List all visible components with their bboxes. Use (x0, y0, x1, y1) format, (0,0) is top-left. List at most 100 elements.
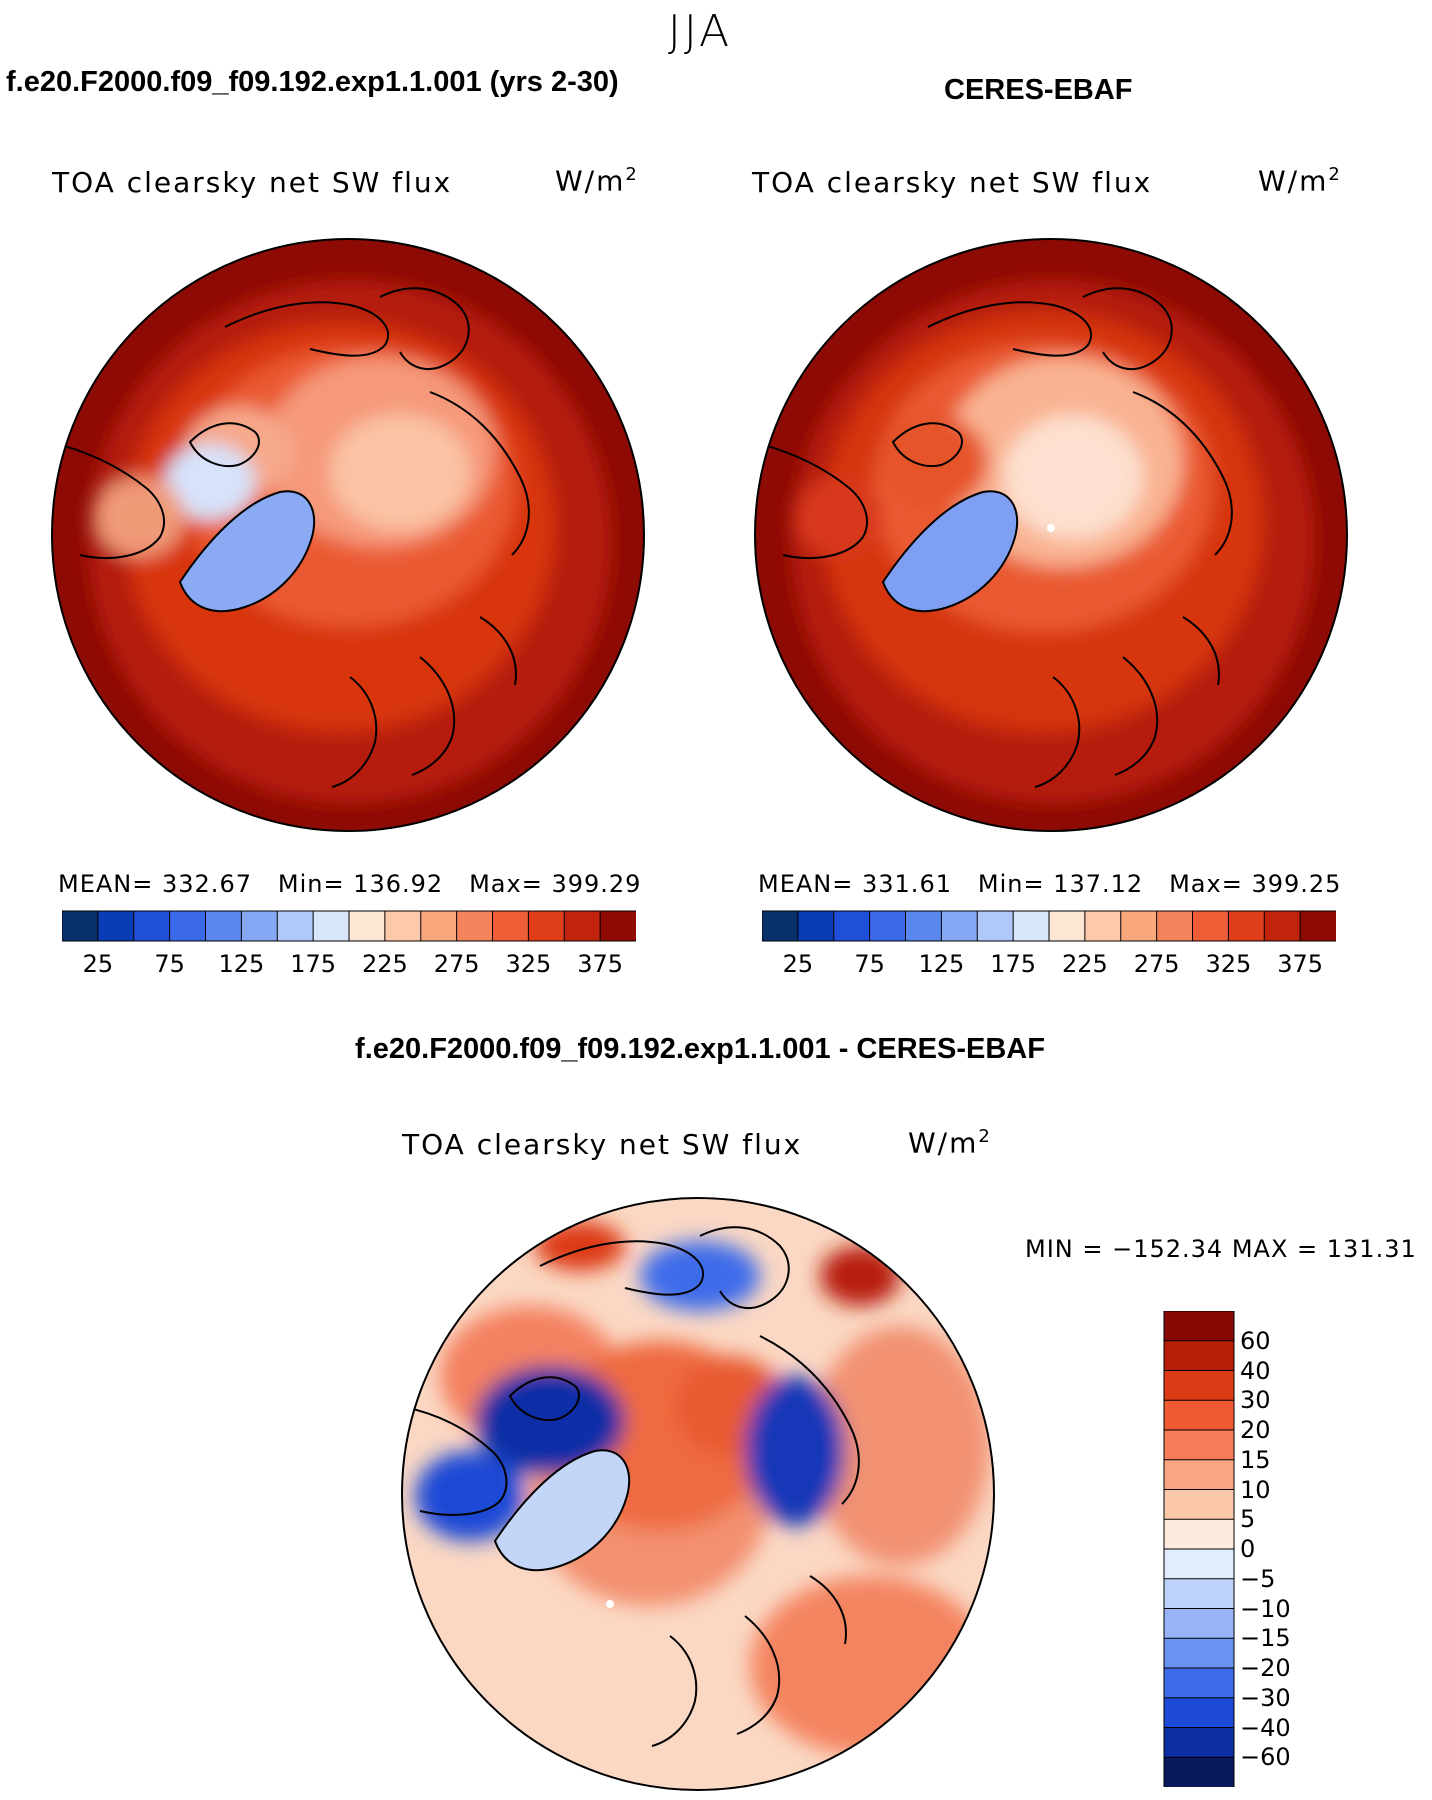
panel1-colorbar-swatch (205, 910, 243, 942)
diff-minmax: MIN = −152.34 MAX = 131.31 (1025, 1235, 1417, 1263)
panel1-colorbar-swatch (563, 910, 602, 942)
panel1-colorbar-swatch (312, 910, 351, 942)
panel2-colorbar-tick-label: 25 (782, 950, 814, 978)
diff-colorbar-swatch (1163, 1340, 1235, 1372)
diff-colorbar-swatch (1163, 1578, 1235, 1610)
panel2-max: 399.25 (1251, 870, 1342, 898)
diff-colorbar-swatch (1163, 1459, 1235, 1491)
diff-eurasia-positive (750, 1576, 990, 1756)
panel1-colorbar-swatch (348, 910, 386, 942)
panel2-min: 137.12 (1053, 870, 1144, 898)
panel1-polar-map (51, 238, 645, 832)
diff-coastlines (402, 1226, 860, 1747)
panel1-colorbar-tick-label: 275 (433, 950, 480, 978)
panel2-pole-hole (1047, 524, 1055, 532)
diff-colorbar (1163, 1311, 1235, 1787)
diff-colorbar-tick-label: 5 (1240, 1505, 1256, 1534)
panel1-colorbar-ticks: 25 75 125 175 225 275 325 375 (62, 950, 636, 980)
diff-colorbar-swatch (1163, 1518, 1235, 1550)
diff-pole-hole (606, 1600, 614, 1608)
panel1-stats: MEAN= 332.67 Min= 136.92 Max= 399.29 (58, 870, 642, 898)
panel1-colorbar-swatch (240, 910, 279, 942)
diff-colorbar-swatch (1163, 1370, 1235, 1402)
panel2-colorbar-swatch (797, 910, 835, 942)
diff-colorbar-swatch (1163, 1429, 1235, 1461)
diff-bering-high (535, 1221, 625, 1271)
diff-colorbar-swatch (1163, 1548, 1235, 1580)
diff-colorbar-swatch (1163, 1489, 1235, 1521)
panel2-colorbar-swatch (1227, 910, 1266, 942)
diff-colorbar-tick-label: 0 (1240, 1535, 1256, 1563)
panel1-pole-region (330, 414, 470, 530)
panel2-colorbar-swatch (762, 910, 799, 942)
panel1-colorbar-swatch (527, 910, 566, 942)
panel2-colorbar-tick-label: 225 (1061, 950, 1108, 978)
panel1-colorbar-swatch (384, 910, 422, 942)
diff-colorbar-swatch (1163, 1311, 1235, 1342)
diff-colorbar-swatch (1163, 1637, 1235, 1669)
panel1-colorbar-tick-label: 375 (577, 950, 624, 978)
panel2-colorbar (762, 910, 1336, 942)
diff-colorbar-tick-label: −10 (1240, 1594, 1291, 1623)
panel2-colorbar-swatch (940, 910, 979, 942)
diff-greenland (495, 1450, 630, 1571)
panel2-archipelago (878, 414, 988, 510)
diff-colorbar-tick-label: −30 (1240, 1683, 1291, 1712)
panel2-map-border (754, 238, 1348, 832)
panel2-polar-map (754, 238, 1348, 832)
panel2-colorbar-swatch (1012, 910, 1051, 942)
diff-colorbar-swatch (1163, 1399, 1235, 1431)
panel1-title: f.e20.F2000.f09_f09.192.exp1.1.001 (yrs … (6, 66, 619, 98)
panel1-colorbar-tick-label: 325 (505, 950, 552, 978)
panel2-colorbar-tick-label: 325 (1205, 950, 1252, 978)
diff-colorbar-tick-label: 40 (1240, 1356, 1271, 1385)
panel2-colorbar-tick-label: 175 (990, 950, 1037, 978)
diff-colorbar-tick-label: −60 (1240, 1743, 1291, 1772)
panel1-colorbar-swatch (97, 910, 135, 942)
panel2-colorbar-swatch (833, 910, 871, 942)
diff-colorbar-tick-label: 10 (1240, 1475, 1271, 1504)
panel2-units: W/m2 (1258, 164, 1342, 198)
diff-colorbar-swatch (1163, 1697, 1235, 1729)
panel1-colorbar-swatch (456, 910, 494, 942)
panel1-min: 136.92 (353, 870, 444, 898)
diff-yukon-high (820, 1246, 900, 1306)
panel1-variable: TOA clearsky net SW flux (52, 166, 453, 199)
diff-pacific-positive (810, 1326, 990, 1566)
diff-labrador-negative (415, 1451, 525, 1541)
panel2-colorbar-swatch (1263, 910, 1302, 942)
panel1-units: W/m2 (555, 164, 639, 198)
panel2-stats: MEAN= 331.61 Min= 137.12 Max= 399.25 (758, 870, 1342, 898)
panel2-colorbar-tick-label: 375 (1277, 950, 1324, 978)
panel1-map-border (51, 238, 645, 832)
panel2-colorbar-swatch (1156, 910, 1194, 942)
panel2-hudson-region (793, 477, 883, 557)
panel1-baffin-ice (165, 444, 255, 520)
panel2-colorbar-swatch (1120, 910, 1158, 942)
panel2-colorbar-tick-label: 125 (918, 950, 965, 978)
panel2-greenland-ice (883, 491, 1018, 612)
panel1-colorbar-tick-label: 75 (154, 950, 185, 978)
panel1-colorbar-tick-label: 175 (290, 950, 337, 978)
diff-colorbar-swatch (1163, 1756, 1235, 1787)
panel1-coastlines (52, 287, 530, 788)
panel1-colorbar-tick-label: 225 (361, 950, 408, 978)
panel2-variable: TOA clearsky net SW flux (752, 166, 1153, 199)
diff-colorbar-swatch (1163, 1667, 1235, 1699)
panel1-max: 399.29 (551, 870, 642, 898)
diff-colorbar-tick-label: −5 (1240, 1564, 1276, 1593)
diff-units: W/m2 (908, 1126, 992, 1160)
diff-map-border (401, 1197, 995, 1791)
diff-colorbar-tick-label: −15 (1240, 1624, 1291, 1653)
panel2-colorbar-swatch (1299, 910, 1336, 942)
panel1-colorbar-tick-label: 125 (218, 950, 265, 978)
diff-siberia-negative (745, 1376, 845, 1526)
panel1-hudson-region (95, 477, 185, 557)
diff-colorbar-tick-label: −20 (1240, 1654, 1291, 1682)
panel2-title: CERES-EBAF (944, 74, 1133, 106)
diff-colorbar-tick-label: −40 (1240, 1713, 1291, 1742)
diff-colorbar-swatch (1163, 1727, 1235, 1759)
diff-colorbar-tick-label: 15 (1240, 1445, 1271, 1474)
panel2-colorbar-swatch (1084, 910, 1122, 942)
panel2-colorbar-swatch (869, 910, 907, 942)
